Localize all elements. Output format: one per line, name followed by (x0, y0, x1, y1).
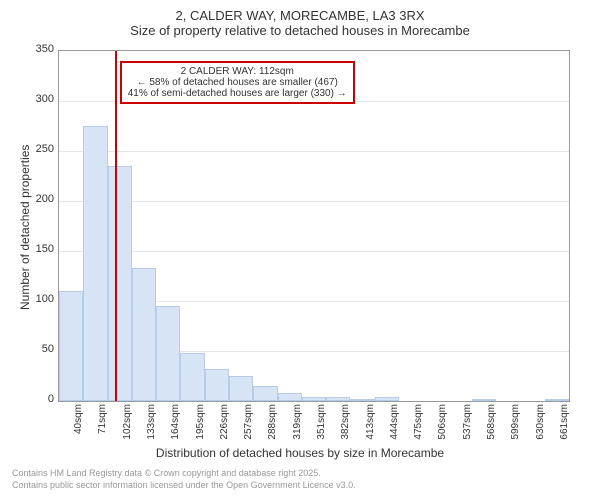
histogram-bar (108, 166, 132, 401)
annotation-box: 2 CALDER WAY: 112sqm← 58% of detached ho… (120, 61, 355, 104)
y-tick-label: 350 (14, 43, 54, 55)
x-tick-label: 630sqm (535, 404, 546, 444)
x-tick-label: 351sqm (316, 404, 327, 444)
y-tick-label: 200 (14, 193, 54, 205)
histogram-bar (229, 376, 253, 401)
histogram-bar (302, 397, 326, 401)
reference-line (115, 51, 117, 401)
histogram-bar (132, 268, 156, 401)
histogram-bar (326, 397, 350, 401)
x-tick-label: 661sqm (559, 404, 570, 444)
x-tick-label: 133sqm (146, 404, 157, 444)
x-tick-label: 164sqm (170, 404, 181, 444)
footer-line1: Contains HM Land Registry data © Crown c… (12, 468, 356, 480)
histogram-bar (205, 369, 229, 401)
x-tick-label: 382sqm (340, 404, 351, 444)
histogram-bar (545, 399, 569, 401)
x-tick-label: 475sqm (413, 404, 424, 444)
histogram-bar (156, 306, 180, 401)
histogram-bar (375, 397, 399, 401)
y-tick-label: 250 (14, 143, 54, 155)
gridline (59, 151, 569, 152)
x-tick-label: 319sqm (292, 404, 303, 444)
chart-title-line2: Size of property relative to detached ho… (0, 23, 600, 38)
x-tick-label: 257sqm (243, 404, 254, 444)
plot-area: 2 CALDER WAY: 112sqm← 58% of detached ho… (58, 50, 570, 402)
y-tick-label: 150 (14, 243, 54, 255)
histogram-bar (180, 353, 204, 401)
x-tick-label: 226sqm (219, 404, 230, 444)
histogram-bar (253, 386, 277, 401)
gridline (59, 201, 569, 202)
chart-container: 2, CALDER WAY, MORECAMBE, LA3 3RX Size o… (0, 0, 600, 500)
histogram-bar (83, 126, 107, 401)
x-tick-label: 413sqm (365, 404, 376, 444)
y-axis-label: Number of detached properties (18, 145, 32, 310)
x-tick-label: 40sqm (73, 404, 84, 444)
y-tick-label: 50 (14, 343, 54, 355)
footer-attribution: Contains HM Land Registry data © Crown c… (12, 468, 356, 491)
y-tick-label: 100 (14, 293, 54, 305)
annotation-line2: ← 58% of detached houses are smaller (46… (128, 77, 347, 88)
x-axis-label: Distribution of detached houses by size … (0, 446, 600, 460)
x-tick-label: 444sqm (389, 404, 400, 444)
x-tick-label: 195sqm (195, 404, 206, 444)
histogram-bar (278, 393, 302, 401)
x-tick-label: 599sqm (510, 404, 521, 444)
histogram-bar (350, 399, 374, 401)
chart-title-line1: 2, CALDER WAY, MORECAMBE, LA3 3RX (0, 0, 600, 23)
x-tick-label: 102sqm (122, 404, 133, 444)
histogram-bar (59, 291, 83, 401)
x-tick-label: 288sqm (267, 404, 278, 444)
x-tick-label: 506sqm (437, 404, 448, 444)
x-tick-label: 71sqm (97, 404, 108, 444)
annotation-line1: 2 CALDER WAY: 112sqm (128, 66, 347, 77)
x-tick-label: 537sqm (462, 404, 473, 444)
gridline (59, 251, 569, 252)
y-tick-label: 300 (14, 93, 54, 105)
histogram-bar (472, 399, 496, 401)
footer-line2: Contains public sector information licen… (12, 480, 356, 492)
y-tick-label: 0 (14, 393, 54, 405)
annotation-line3: 41% of semi-detached houses are larger (… (128, 88, 347, 99)
x-tick-label: 568sqm (486, 404, 497, 444)
